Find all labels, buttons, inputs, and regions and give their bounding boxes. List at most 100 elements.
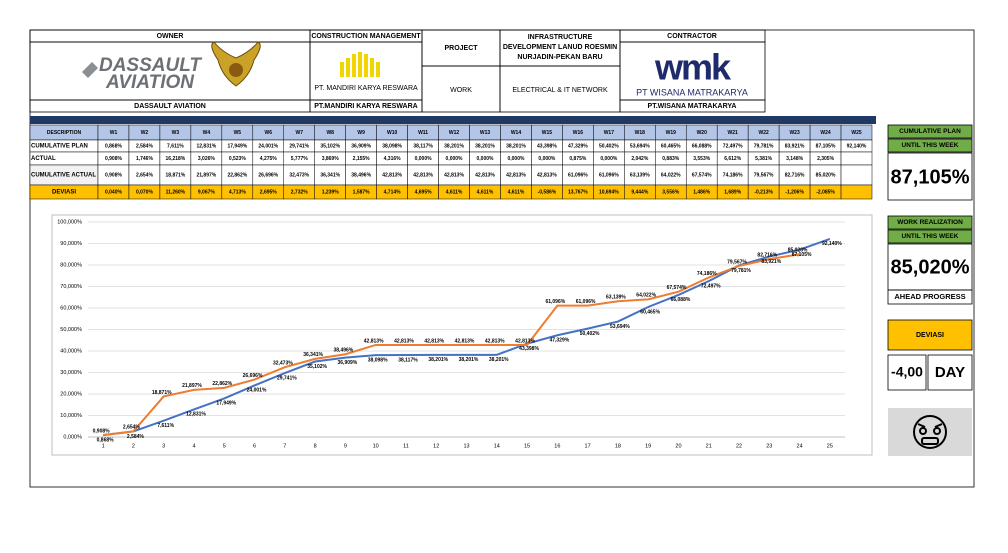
table-value: 92,140% xyxy=(847,143,867,149)
y-tick-label: 100,000% xyxy=(57,219,82,225)
data-label: 38,201% xyxy=(459,357,479,363)
real-status: AHEAD PROGRESS xyxy=(894,292,965,301)
table-value: 38,201% xyxy=(444,143,464,149)
table-value: 4,713% xyxy=(229,189,247,195)
data-label: 67,574% xyxy=(667,285,687,291)
panel-title xyxy=(887,124,973,139)
row-label: CUMULATIVE PLAN xyxy=(31,144,88,150)
row-label: ACTUAL xyxy=(31,156,56,162)
x-tick-label: 9 xyxy=(344,443,347,449)
data-label: 38,098% xyxy=(368,357,388,363)
table-value: 2,695% xyxy=(260,189,278,195)
table-value: 53,694% xyxy=(630,143,650,149)
infra-title: INFRASTRUCTURE xyxy=(528,34,593,41)
deviasi-unit: DAY xyxy=(935,364,965,381)
data-label: 42,813% xyxy=(515,338,535,344)
table-value: 0,908% xyxy=(105,172,123,178)
table-value: 42,813% xyxy=(444,172,464,178)
y-tick-label: 0,000% xyxy=(63,434,82,440)
table-value: -2,085% xyxy=(816,189,835,195)
table-value: 11,260% xyxy=(166,189,186,195)
y-tick-label: 10,000% xyxy=(60,413,82,419)
panel-value xyxy=(887,152,973,201)
table-value: -0,213% xyxy=(754,189,773,195)
table-value: 18,871% xyxy=(166,172,186,178)
x-tick-label: 12 xyxy=(433,443,439,449)
table-value: -1,206% xyxy=(785,189,804,195)
logo-text: AVIATION xyxy=(105,72,195,93)
table-value: 50,402% xyxy=(599,143,619,149)
table-value: 4,695% xyxy=(415,189,433,195)
data-label: 18,871% xyxy=(152,390,172,396)
progress-table: DESCRIPTION W1 W2 W3 W4 W5 W6 W7 W8 W9 W10 W11 W12 W1… xyxy=(29,124,873,200)
x-tick-label: 6 xyxy=(253,443,256,449)
project-title: PROJECT xyxy=(444,45,478,52)
table-value: 0,000% xyxy=(415,156,433,162)
table-value: 4,275% xyxy=(260,156,278,162)
table-value: 3,869% xyxy=(322,156,340,162)
table-value: 0,000% xyxy=(477,156,495,162)
data-label: 87,105% xyxy=(792,252,812,258)
table-value: 74,186% xyxy=(723,172,743,178)
y-tick-label: 50,000% xyxy=(60,327,82,333)
table-value: 0,070% xyxy=(136,189,154,195)
column-header: W19 xyxy=(666,130,677,136)
table-cell xyxy=(840,151,873,166)
table-value: -0,586% xyxy=(538,189,557,195)
data-label: 38,201% xyxy=(428,357,448,363)
deviasi-value: -4,00 xyxy=(891,364,923,380)
cm-name: PT.MANDIRI KARYA RESWARA xyxy=(314,103,417,110)
column-header: W23 xyxy=(789,130,800,136)
column-header: W24 xyxy=(820,130,831,136)
table-value: 1,486% xyxy=(693,189,711,195)
table-value: 79,781% xyxy=(754,143,774,149)
table-value: 10,694% xyxy=(599,189,619,195)
table-value: 5,777% xyxy=(291,156,309,162)
data-label: 60,465% xyxy=(640,309,660,315)
data-label: 66,088% xyxy=(671,297,691,303)
data-label: 42,813% xyxy=(424,338,444,344)
x-tick-label: 16 xyxy=(554,443,560,449)
data-label: 64,022% xyxy=(636,293,656,299)
column-header: W15 xyxy=(542,130,553,136)
panel-subtitle xyxy=(887,229,973,244)
row-label: DEVIASI xyxy=(52,190,76,196)
contractor-logo-text: PT WISANA MATRAKARYA xyxy=(636,87,748,97)
data-label: 17,949% xyxy=(216,401,236,407)
column-header: W2 xyxy=(141,130,149,136)
data-label: 61,096% xyxy=(545,299,565,305)
chart-frame xyxy=(51,214,873,456)
table-value: 2,042% xyxy=(631,156,649,162)
column-header: W18 xyxy=(635,130,646,136)
deviasi-title: DEVIASI xyxy=(916,332,944,339)
table-value: 0,000% xyxy=(538,156,556,162)
angry-face-icon xyxy=(913,415,947,449)
contractor-logo: wmk xyxy=(654,47,732,88)
x-tick-label: 18 xyxy=(615,443,621,449)
y-tick-label: 70,000% xyxy=(60,284,82,290)
series-line xyxy=(103,253,800,437)
column-header: W8 xyxy=(326,130,334,136)
deviasi-value-box xyxy=(887,354,927,391)
cell xyxy=(619,99,766,113)
x-tick-label: 23 xyxy=(766,443,772,449)
side-panel: CUMULATIVE PLAN UNTIL THIS WEEK 87,105% … xyxy=(887,124,973,456)
table-value: 0,000% xyxy=(600,156,618,162)
data-label: 7,611% xyxy=(157,423,174,429)
x-tick-label: 19 xyxy=(645,443,651,449)
table-value: 16,218% xyxy=(166,156,186,162)
x-tick-label: 13 xyxy=(463,443,469,449)
table-value: 0,000% xyxy=(507,156,525,162)
table-value: 13,767% xyxy=(568,189,588,195)
plan-subtitle: UNTIL THIS WEEK xyxy=(902,142,959,149)
data-label: 42,813% xyxy=(485,338,505,344)
x-tick-label: 11 xyxy=(403,443,409,449)
column-header: W10 xyxy=(387,130,398,136)
data-label: 79,567% xyxy=(727,259,747,265)
column-header: W21 xyxy=(728,130,739,136)
table-value: 79,567% xyxy=(754,172,774,178)
x-tick-label: 17 xyxy=(585,443,591,449)
mandiri-logo xyxy=(340,52,380,77)
logo-icon xyxy=(82,62,98,78)
table-value: 24,001% xyxy=(258,143,278,149)
